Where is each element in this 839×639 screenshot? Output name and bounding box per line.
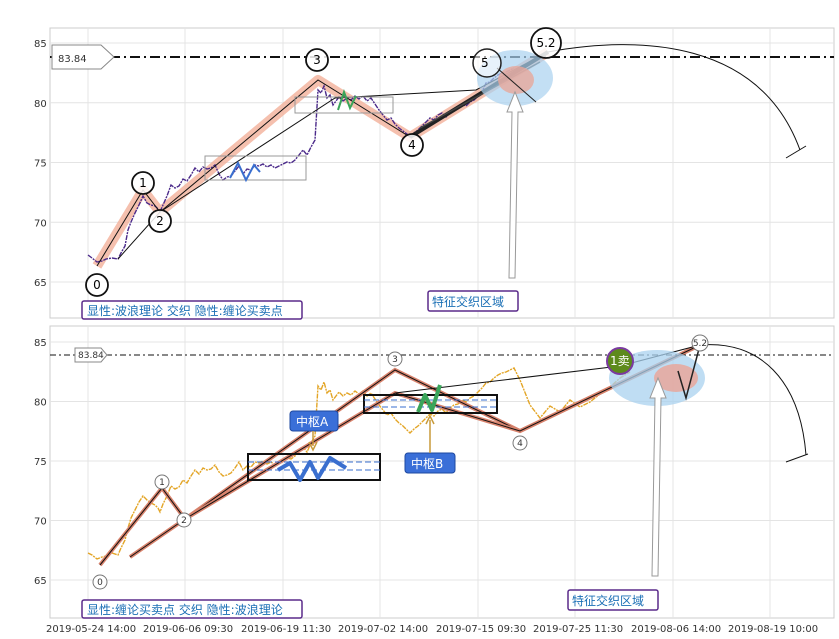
top-zigzag-b	[337, 89, 357, 111]
bottom-wave-label-3: 3	[392, 355, 398, 365]
bottom-price-level-tag	[74, 347, 108, 363]
top-wave-marker-5	[530, 27, 562, 59]
top-wave-label-2: 2	[156, 214, 164, 228]
top-wave-label-4: 4	[408, 138, 416, 152]
bottom-wave-marker-2	[176, 512, 192, 528]
top-panel-frame	[49, 27, 835, 319]
pivot-b-arrow	[425, 414, 435, 453]
bottom-zone-legs	[677, 344, 701, 401]
top-wave-label-5: 5.2	[536, 36, 555, 50]
bottom-zone-core	[654, 364, 698, 392]
pivot-a-label: 中枢A	[296, 414, 329, 429]
y-tick-label-1-4: 85	[34, 338, 47, 349]
top-wave-label-1: 1	[139, 176, 147, 190]
top-legend-label: 显性:波浪理论 交织 隐性:缠论买卖点	[87, 303, 283, 318]
x-tick-label-0: 2019-05-24 14:00	[46, 624, 136, 635]
y-tick-label-1-0: 65	[34, 576, 47, 587]
pivot-a-zigzag	[276, 456, 348, 482]
top-price-level-label: 83.84	[58, 54, 87, 65]
pivot-b-label: 中枢B	[411, 456, 443, 471]
top-wave-label-0: 0	[93, 278, 101, 292]
bottom-wave-label-5: 5.2	[693, 339, 707, 349]
top-zone-marker	[472, 48, 502, 78]
top-zone-box	[427, 290, 519, 312]
bottom-wave-marker-5	[691, 334, 709, 352]
bottom-wave-marker-1	[154, 474, 170, 490]
pivot-a-callout	[289, 410, 339, 432]
y-tick-label-1-2: 75	[34, 457, 47, 468]
top-zone-leg	[496, 67, 537, 103]
pivot-b-zigzag	[416, 384, 442, 413]
top-legend-box	[81, 300, 303, 320]
y-tick-label-0-2: 75	[34, 159, 47, 170]
sell-signal-marker	[606, 347, 634, 375]
x-tick-label-1: 2019-06-06 09:30	[143, 624, 233, 635]
top-price-level-tag	[51, 44, 115, 70]
bottom-price-level-label: 83.84	[78, 351, 104, 361]
top-zone-arrow	[506, 90, 524, 279]
bottom-projection-end	[785, 453, 809, 463]
top-wave-marker-3	[305, 48, 329, 72]
top-projection-arc	[547, 44, 801, 151]
top-zone-core	[498, 66, 534, 94]
bottom-wave-marker-0	[92, 574, 108, 590]
bottom-wave-label-4: 4	[517, 439, 523, 449]
top-pivot-b	[294, 96, 394, 114]
pivot-a-box	[247, 453, 381, 481]
bottom-wave-marker-3	[387, 351, 403, 367]
top-wave-marker-2	[148, 209, 172, 233]
pivot-b-box	[363, 394, 498, 414]
bottom-zone-arrow	[649, 376, 667, 577]
top-wave-marker-0	[85, 273, 109, 297]
y-tick-label-0-0: 65	[34, 278, 47, 289]
x-tick-label-7: 2019-08-19 10:00	[728, 624, 818, 635]
bottom-zone-box	[567, 589, 659, 611]
top-zone-label: 特征交织区域	[432, 294, 504, 309]
y-tick-label-0-3: 80	[34, 99, 47, 110]
sell-signal-label: 1卖	[610, 354, 630, 368]
bottom-wave-path	[98, 343, 701, 567]
top-zone-marker-label: 5	[481, 56, 489, 70]
x-tick-label-5: 2019-07-25 11:30	[533, 624, 623, 635]
bottom-projection-arc	[699, 344, 807, 456]
top-projection-end	[785, 145, 807, 159]
x-tick-label-2: 2019-06-19 11:30	[241, 624, 331, 635]
top-pivot-a	[204, 155, 307, 181]
top-panel: 83.84 显性:波浪理论 交织 隐性:缠论买卖点 特征交织区域 5	[50, 44, 834, 320]
x-tick-label-3: 2019-07-02 14:00	[338, 624, 428, 635]
top-wave-marker-4	[400, 133, 424, 157]
bottom-wave-label-0: 0	[97, 578, 103, 588]
top-wave-label-3: 3	[313, 53, 321, 67]
y-tick-label-1-3: 80	[34, 398, 47, 409]
bottom-zone-label: 特征交织区域	[572, 593, 644, 608]
y-tick-label-0-1: 70	[34, 218, 47, 229]
top-wave-marker-1	[131, 171, 155, 195]
top-zigzag-a	[229, 160, 261, 183]
y-tick-label-1-1: 70	[34, 517, 47, 528]
bottom-wave-marker-4	[512, 435, 528, 451]
x-tick-label-4: 2019-07-15 09:30	[436, 624, 526, 635]
pivot-a-arrow	[308, 431, 318, 452]
x-tick-label-6: 2019-08-06 14:00	[631, 624, 721, 635]
bottom-legend-box	[81, 599, 303, 619]
bottom-panel-frame	[49, 325, 835, 619]
bottom-panel: 中枢A 中枢B 83.84 1卖 显性:缠论买卖点 交织 隐性:波浪理论 特征交…	[50, 343, 834, 619]
bottom-wave-label-2: 2	[181, 516, 187, 526]
y-tick-label-0-4: 85	[34, 39, 47, 50]
bottom-wave-label-1: 1	[159, 478, 165, 488]
bottom-legend-label: 显性:缠论买卖点 交织 隐性:波浪理论	[87, 602, 283, 617]
